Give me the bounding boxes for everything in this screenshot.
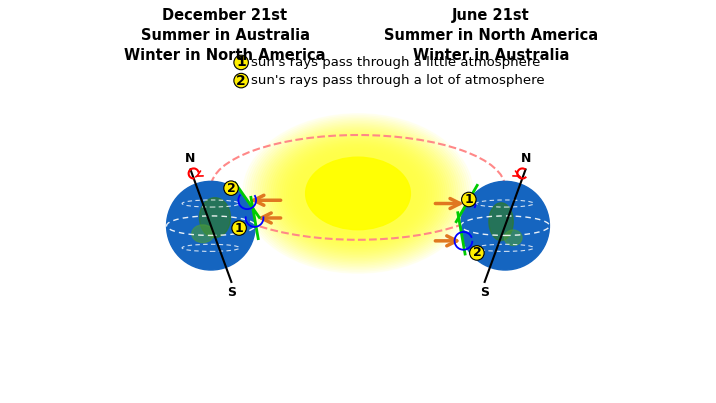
Ellipse shape — [489, 203, 513, 241]
Text: S: S — [227, 286, 236, 299]
Ellipse shape — [268, 132, 448, 255]
Ellipse shape — [256, 123, 460, 264]
Ellipse shape — [200, 198, 231, 238]
Text: 1: 1 — [235, 222, 243, 235]
Ellipse shape — [192, 225, 214, 243]
Circle shape — [461, 181, 549, 270]
Ellipse shape — [260, 126, 456, 261]
Circle shape — [167, 181, 255, 270]
Text: sun's rays pass through a little atmosphere: sun's rays pass through a little atmosph… — [251, 56, 541, 69]
Circle shape — [462, 192, 476, 207]
Ellipse shape — [264, 129, 452, 258]
Ellipse shape — [279, 139, 437, 248]
Circle shape — [224, 181, 238, 195]
Ellipse shape — [258, 124, 458, 263]
Ellipse shape — [253, 121, 463, 266]
Text: 2: 2 — [236, 74, 246, 87]
Ellipse shape — [266, 130, 450, 257]
Text: N: N — [185, 152, 195, 164]
Ellipse shape — [289, 145, 427, 242]
Text: S: S — [480, 286, 489, 299]
Text: 2: 2 — [227, 182, 236, 195]
Text: 1: 1 — [465, 193, 473, 206]
Ellipse shape — [306, 157, 410, 230]
Ellipse shape — [293, 148, 423, 239]
Ellipse shape — [504, 230, 522, 245]
Ellipse shape — [275, 136, 441, 251]
Text: 1: 1 — [236, 56, 246, 69]
Text: N: N — [521, 152, 531, 164]
Ellipse shape — [284, 142, 432, 245]
Text: June 21st
Summer in North America
Winter in Australia: June 21st Summer in North America Winter… — [384, 8, 598, 62]
Ellipse shape — [282, 141, 434, 246]
Ellipse shape — [277, 138, 439, 249]
Circle shape — [470, 246, 484, 260]
Circle shape — [234, 55, 248, 70]
Ellipse shape — [295, 150, 421, 237]
Ellipse shape — [301, 154, 415, 233]
Circle shape — [232, 221, 246, 235]
Text: sun's rays pass through a lot of atmosphere: sun's rays pass through a lot of atmosph… — [251, 74, 545, 87]
Ellipse shape — [286, 143, 430, 243]
Ellipse shape — [297, 151, 419, 236]
Ellipse shape — [262, 127, 454, 260]
Ellipse shape — [304, 156, 412, 231]
Ellipse shape — [306, 157, 410, 230]
Circle shape — [234, 73, 248, 88]
Ellipse shape — [271, 133, 445, 254]
Ellipse shape — [299, 153, 417, 234]
Text: December 21st
Summer in Australia
Winter in North America: December 21st Summer in Australia Winter… — [125, 8, 326, 62]
Ellipse shape — [291, 147, 425, 240]
Ellipse shape — [273, 135, 443, 252]
Text: 2: 2 — [473, 246, 481, 260]
